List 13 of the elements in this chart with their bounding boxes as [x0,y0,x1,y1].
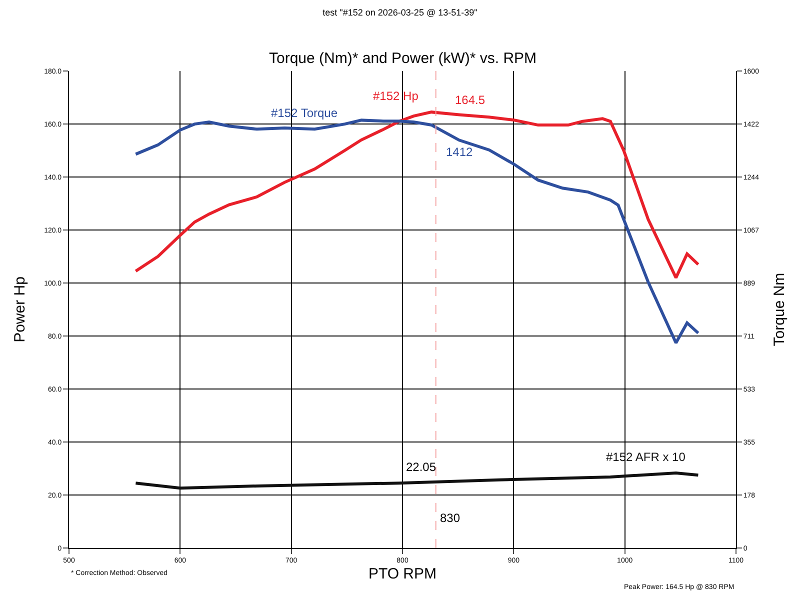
annotation: 164.5 [455,93,486,107]
line-series [134,472,700,490]
line-series [134,110,700,280]
x-axis-title: PTO RPM [368,565,437,582]
series-label: #152 Hp [373,89,419,103]
ref-line-label: 830 [440,511,460,525]
annotation: 22.05 [406,460,436,474]
y-axis-title: Power Hp [11,276,28,342]
line-series [134,118,700,344]
chart-title: test "#152 on 2026-03-25 @ 13-51-39" [322,7,478,18]
annotation: 1412 [446,145,474,159]
chart-subtitle: Torque (Nm)* and Power (kW)* vs. RPM [269,50,537,67]
y2-axis-title: Torque Nm [771,272,788,346]
